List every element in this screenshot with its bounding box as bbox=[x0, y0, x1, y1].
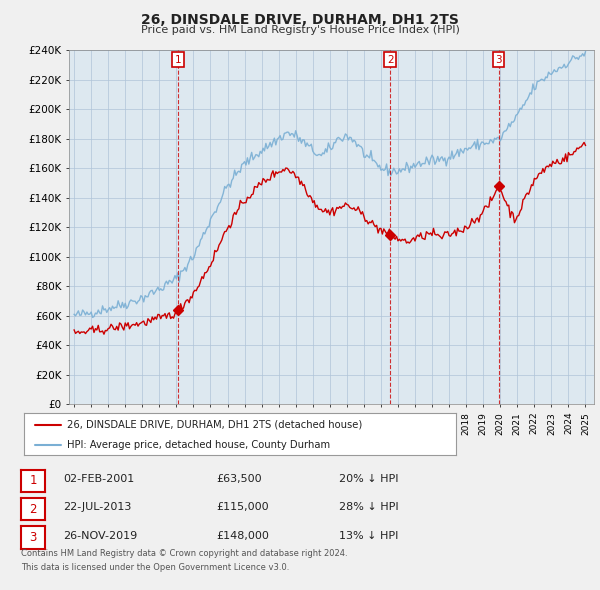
Text: 3: 3 bbox=[495, 55, 502, 64]
Text: This data is licensed under the Open Government Licence v3.0.: This data is licensed under the Open Gov… bbox=[21, 563, 289, 572]
Text: 1: 1 bbox=[175, 55, 181, 64]
Text: 02-FEB-2001: 02-FEB-2001 bbox=[63, 474, 134, 484]
Text: £63,500: £63,500 bbox=[216, 474, 262, 484]
Text: 2: 2 bbox=[29, 503, 37, 516]
Text: £148,000: £148,000 bbox=[216, 531, 269, 540]
Text: Contains HM Land Registry data © Crown copyright and database right 2024.: Contains HM Land Registry data © Crown c… bbox=[21, 549, 347, 558]
Text: 26, DINSDALE DRIVE, DURHAM, DH1 2TS (detached house): 26, DINSDALE DRIVE, DURHAM, DH1 2TS (det… bbox=[67, 420, 362, 430]
Text: 26-NOV-2019: 26-NOV-2019 bbox=[63, 531, 137, 540]
Text: 1: 1 bbox=[29, 474, 37, 487]
Text: 20% ↓ HPI: 20% ↓ HPI bbox=[339, 474, 398, 484]
Text: 22-JUL-2013: 22-JUL-2013 bbox=[63, 503, 131, 512]
Text: £115,000: £115,000 bbox=[216, 503, 269, 512]
Text: 13% ↓ HPI: 13% ↓ HPI bbox=[339, 531, 398, 540]
Text: Price paid vs. HM Land Registry's House Price Index (HPI): Price paid vs. HM Land Registry's House … bbox=[140, 25, 460, 35]
Text: 28% ↓ HPI: 28% ↓ HPI bbox=[339, 503, 398, 512]
Text: 2: 2 bbox=[387, 55, 394, 64]
Text: 26, DINSDALE DRIVE, DURHAM, DH1 2TS: 26, DINSDALE DRIVE, DURHAM, DH1 2TS bbox=[141, 13, 459, 27]
Text: HPI: Average price, detached house, County Durham: HPI: Average price, detached house, Coun… bbox=[67, 440, 331, 450]
Text: 3: 3 bbox=[29, 531, 37, 544]
